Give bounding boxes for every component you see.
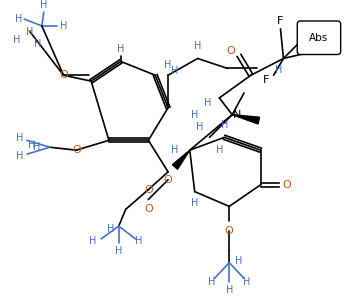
Text: H: H [171,66,179,76]
Text: O: O [144,185,153,195]
Text: Abs: Abs [309,33,329,43]
Text: H: H [89,236,97,246]
Text: O: O [164,175,172,185]
Text: H: H [33,142,40,152]
Text: F: F [263,75,269,85]
Polygon shape [172,150,190,169]
Text: H: H [107,224,115,234]
Text: H: H [171,145,179,155]
Text: H: H [208,277,215,287]
Text: F: F [277,16,284,26]
Text: O: O [227,45,236,56]
Text: H: H [216,145,223,155]
Text: O: O [144,204,153,214]
Text: H: H [191,199,198,208]
Text: H: H [135,236,142,246]
Text: H: H [221,120,228,130]
Text: H: H [40,0,47,10]
Text: H: H [16,14,23,24]
Text: H: H [275,65,282,75]
Text: O: O [72,145,81,155]
Text: H: H [117,44,125,54]
Text: N: N [233,110,241,120]
Text: H: H [26,27,34,37]
Text: H: H [235,256,243,266]
Polygon shape [232,115,260,124]
Text: H: H [191,110,198,120]
Text: O: O [282,180,291,190]
Text: H: H [226,285,233,295]
Text: H: H [164,60,172,70]
Text: H: H [17,151,24,161]
Text: H: H [194,41,201,51]
Text: H: H [34,39,42,49]
Text: H: H [12,35,20,45]
Text: F: F [320,47,326,56]
Text: H: H [28,140,36,150]
Text: H: H [196,123,203,132]
Text: H: H [60,21,67,31]
Text: O: O [225,226,234,236]
Text: O: O [59,70,68,80]
Text: H: H [17,133,24,143]
Text: H: H [204,98,211,108]
FancyBboxPatch shape [297,21,341,55]
Text: H: H [243,277,251,287]
Text: H: H [115,246,122,256]
